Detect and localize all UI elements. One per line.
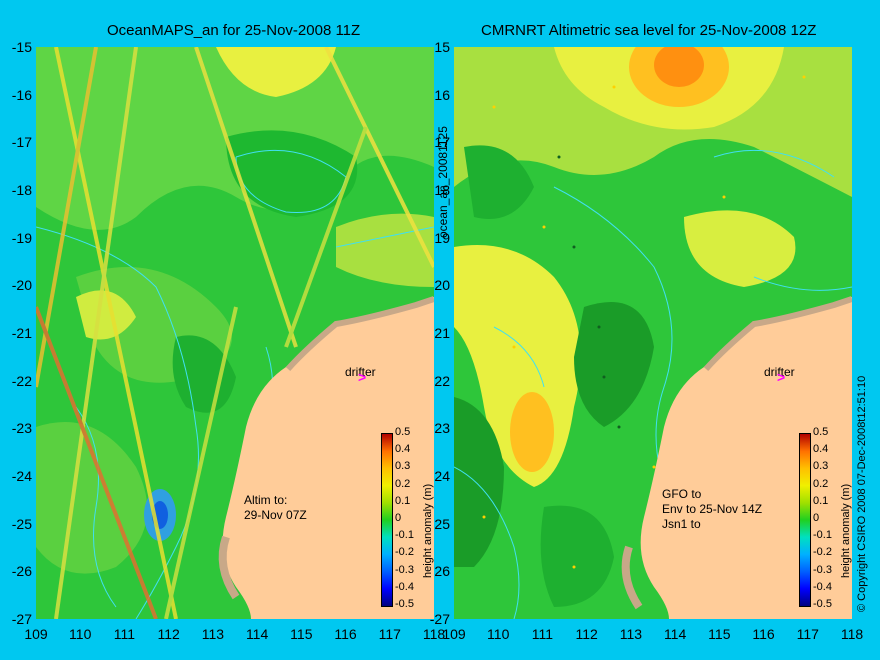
y-tick-label: -24 bbox=[429, 468, 450, 484]
colorbar-tick-label: -0.4 bbox=[395, 580, 414, 593]
side-label: ocean_an_20081125 bbox=[436, 126, 450, 238]
x-tick-label: 113 bbox=[619, 626, 643, 642]
satellite-note: GFO to Env to 25-Nov 14Z Jsn1 to bbox=[662, 487, 763, 531]
right-map-title: CMRNRT Altimetric sea level for 25-Nov-2… bbox=[481, 22, 817, 39]
x-tick-label: 111 bbox=[531, 626, 554, 642]
y-tick-label: -26 bbox=[11, 563, 32, 580]
y-tick-label: -18 bbox=[429, 182, 450, 198]
y-tick-label: -25 bbox=[429, 515, 450, 532]
right-colorbar bbox=[799, 433, 811, 607]
colorbar-tick-label: -0.2 bbox=[813, 546, 832, 559]
colorbar-tick-label: 0 bbox=[813, 512, 820, 524]
y-tick-label: -18 bbox=[11, 182, 32, 198]
y-tick-label: -24 bbox=[11, 468, 32, 484]
left-drifter-label: drifter bbox=[345, 365, 376, 379]
y-tick-label: -15 bbox=[11, 39, 32, 55]
left-colorbar bbox=[381, 433, 393, 607]
y-tick-label: -22 bbox=[11, 372, 32, 389]
x-tick-label: 114 bbox=[245, 626, 269, 642]
left-map-title: OceanMAPS_an for 25-Nov-2008 11Z bbox=[107, 22, 361, 39]
x-tick-label: 111 bbox=[113, 626, 136, 642]
x-tick-label: 113 bbox=[201, 626, 225, 642]
colorbar-tick-label: -0.1 bbox=[813, 529, 832, 542]
colorbar-tick-label: 0.4 bbox=[813, 443, 829, 456]
colorbar-tick-label: 0 bbox=[395, 512, 402, 524]
y-tick-label: -21 bbox=[11, 325, 32, 341]
y-tick-label: -20 bbox=[429, 277, 450, 294]
x-tick-label: 109 bbox=[24, 626, 48, 642]
colorbar-tick-label: -0.1 bbox=[395, 529, 414, 542]
x-tick-label: 115 bbox=[290, 626, 313, 642]
left-colorbar-label: height anomaly (m) bbox=[422, 483, 434, 578]
y-tick-label: -17 bbox=[11, 134, 32, 151]
x-tick-label: 110 bbox=[69, 626, 92, 642]
colorbar-tick-label: -0.3 bbox=[395, 563, 414, 576]
y-tick-label: -27 bbox=[11, 611, 32, 627]
x-tick-label: 110 bbox=[487, 626, 510, 642]
x-tick-label: 118 bbox=[422, 626, 446, 642]
x-tick-label: 118 bbox=[840, 626, 864, 642]
x-tick-label: 112 bbox=[575, 626, 598, 642]
x-tick-label: 116 bbox=[752, 626, 775, 642]
x-tick-label: 112 bbox=[157, 626, 180, 642]
y-tick-label: -23 bbox=[429, 420, 450, 437]
colorbar-tick-label: -0.2 bbox=[395, 546, 414, 559]
colorbar-tick-label: -0.5 bbox=[395, 598, 414, 610]
y-tick-label: -22 bbox=[429, 372, 450, 389]
y-tick-label: -25 bbox=[11, 515, 32, 532]
colorbar-tick-label: 0.2 bbox=[813, 477, 829, 490]
colorbar-tick-label: 0.4 bbox=[395, 443, 411, 456]
colorbar-tick-label: 0.1 bbox=[813, 494, 829, 507]
x-tick-label: 114 bbox=[663, 626, 687, 642]
right-map-panel: GFO to Env to 25-Nov 14Z Jsn1 to drifter… bbox=[454, 47, 852, 619]
y-tick-label: -26 bbox=[429, 563, 450, 580]
y-tick-label: -16 bbox=[429, 86, 450, 103]
colorbar-tick-label: -0.5 bbox=[813, 598, 832, 610]
x-tick-label: 109 bbox=[442, 626, 466, 642]
left-drifter-marker: > bbox=[358, 369, 367, 385]
y-tick-label: -17 bbox=[429, 134, 450, 151]
y-tick-label: -20 bbox=[11, 277, 32, 294]
x-tick-label: 117 bbox=[378, 626, 401, 642]
colorbar-tick-label: 0.2 bbox=[395, 477, 411, 490]
y-tick-label: -21 bbox=[429, 325, 450, 341]
y-tick-label: -19 bbox=[429, 229, 450, 246]
right-colorbar-label: height anomaly (m) bbox=[840, 483, 852, 578]
colorbar-tick-label: -0.3 bbox=[813, 563, 832, 576]
right-drifter-marker: > bbox=[777, 369, 786, 385]
x-tick-label: 117 bbox=[796, 626, 819, 642]
y-tick-label: -23 bbox=[11, 420, 32, 437]
y-tick-label: -16 bbox=[11, 86, 32, 103]
altim-note: Altim to: 29-Nov 07Z bbox=[244, 493, 307, 522]
colorbar-tick-label: 0.1 bbox=[395, 494, 411, 507]
colorbar-tick-label: -0.4 bbox=[813, 580, 832, 593]
copyright-text: © Copyright CSIRO 2008 07-Dec-2008t12:51… bbox=[856, 375, 868, 612]
x-tick-label: 115 bbox=[708, 626, 731, 642]
right-drifter-label: drifter bbox=[764, 365, 795, 379]
x-tick-label: 116 bbox=[334, 626, 357, 642]
y-tick-label: -27 bbox=[429, 611, 450, 627]
colorbar-tick-label: 0.5 bbox=[395, 426, 411, 438]
y-tick-label: -15 bbox=[429, 39, 450, 55]
colorbar-tick-label: 0.3 bbox=[395, 460, 411, 473]
colorbar-tick-label: 0.5 bbox=[813, 426, 829, 438]
left-map-panel: Altim to: 29-Nov 07Z drifter > bbox=[36, 47, 434, 619]
y-tick-label: -19 bbox=[11, 229, 32, 246]
colorbar-tick-label: 0.3 bbox=[813, 460, 829, 473]
